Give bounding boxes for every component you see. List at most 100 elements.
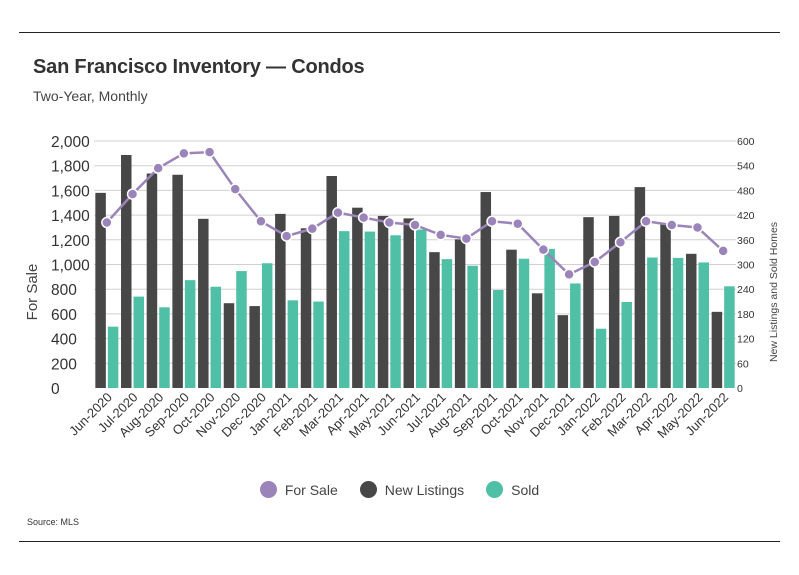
bar-new-listings <box>608 215 620 388</box>
for-sale-point <box>614 236 627 249</box>
right-tick-label: 480 <box>737 185 755 197</box>
for-sale-point <box>306 222 319 235</box>
bar-new-listings <box>480 192 492 388</box>
bar-sold <box>390 235 401 388</box>
bar-new-listings <box>121 154 132 388</box>
bar-new-listings <box>557 315 569 388</box>
left-tick-label: 1,600 <box>51 183 90 200</box>
for-sale-point <box>563 268 575 281</box>
bar-sold <box>493 290 504 388</box>
left-tick-label: 600 <box>51 307 77 324</box>
right-tick-label: 0 <box>737 383 743 395</box>
legend-label-sold: Sold <box>511 481 540 498</box>
left-tick-label: 200 <box>51 356 77 373</box>
bar-new-listings <box>583 217 594 388</box>
legend-swatch-for-sale <box>259 481 277 498</box>
for-sale-point <box>280 230 293 242</box>
bar-sold <box>544 248 555 388</box>
right-tick-label: 180 <box>737 309 755 321</box>
left-tick-label: 2,000 <box>51 134 90 151</box>
line-series <box>101 146 729 281</box>
for-sale-point <box>152 162 164 174</box>
bar-sold <box>261 263 273 388</box>
bar-new-listings <box>711 311 723 388</box>
bar-new-listings <box>403 218 414 388</box>
y-axis-label: For Sale <box>24 264 41 321</box>
legend-swatch-new-listings <box>359 481 377 498</box>
bar-sold <box>416 229 427 388</box>
bar-new-listings <box>531 293 543 388</box>
for-sale-point <box>178 147 190 160</box>
bar-new-listings <box>300 228 312 388</box>
top-rule <box>19 32 780 33</box>
bar-sold <box>441 259 453 388</box>
bar-sold <box>518 258 530 388</box>
right-tick-label: 60 <box>737 358 749 370</box>
bar-series <box>95 154 735 388</box>
bar-new-listings <box>95 192 106 388</box>
bar-sold <box>698 262 709 388</box>
right-tick-label: 300 <box>737 260 755 272</box>
bar-sold <box>236 271 247 388</box>
for-sale-point <box>409 219 421 231</box>
left-tick-label: 1,200 <box>51 233 90 250</box>
for-sale-point <box>101 216 113 229</box>
bar-sold <box>595 328 607 388</box>
for-sale-point <box>511 217 524 230</box>
for-sale-point <box>460 232 473 245</box>
chart-title: San Francisco Inventory — Condos <box>33 56 365 78</box>
legend-label-for-sale: For Sale <box>284 481 338 498</box>
for-sale-point <box>203 146 216 158</box>
bar-new-listings <box>275 213 286 388</box>
bar-sold <box>672 257 684 388</box>
bar-sold <box>467 265 478 388</box>
chart-subtitle: Two-Year, Monthly <box>33 88 148 104</box>
bar-sold <box>647 257 658 388</box>
bar-new-listings <box>249 306 260 388</box>
bar-sold <box>621 301 632 388</box>
bar-sold <box>159 307 170 388</box>
bar-new-listings <box>429 252 440 388</box>
combo-chart: 02004006008001,0001,2001,4001,6001,8002,… <box>24 134 780 441</box>
for-sale-point <box>434 229 447 241</box>
bar-sold <box>287 300 299 388</box>
for-sale-point <box>640 215 652 228</box>
bar-sold <box>107 326 119 388</box>
legend-item-sold: Sold <box>486 481 539 498</box>
right-tick-label: 420 <box>737 210 755 222</box>
left-axis-ticks: 0 200 400 600 800 1,000 1,200 1,400 1,600 1,800 2,… <box>51 134 90 398</box>
for-sale-point <box>666 219 678 231</box>
bar-new-listings <box>146 173 158 388</box>
right-axis-ticks: 0 60 120 180 240 300 360 420 480 540 600 <box>737 136 755 395</box>
bar-new-listings <box>198 218 209 388</box>
bar-new-listings <box>685 253 697 388</box>
bar-sold <box>570 283 581 388</box>
bar-sold <box>364 231 376 388</box>
legend-label-new-listings: New Listings <box>384 481 465 498</box>
left-tick-label: 1,800 <box>51 159 90 176</box>
right-tick-label: 240 <box>737 284 755 296</box>
for-sale-point <box>486 215 498 228</box>
left-tick-label: 0 <box>51 381 60 398</box>
right-tick-label: 120 <box>737 334 755 346</box>
legend-item-new-listings: New Listings <box>359 481 465 498</box>
for-sale-point <box>717 245 729 257</box>
bottom-rule <box>19 541 780 542</box>
bar-new-listings <box>172 174 183 388</box>
bar-new-listings <box>326 175 337 388</box>
right-tick-label: 540 <box>737 161 755 173</box>
left-tick-label: 1,400 <box>51 208 90 225</box>
bar-sold <box>724 286 735 388</box>
for-sale-point <box>332 206 344 219</box>
left-tick-label: 400 <box>51 332 77 349</box>
for-sale-point <box>126 188 139 200</box>
bar-sold <box>133 296 145 388</box>
for-sale-point <box>589 256 601 268</box>
y2-axis-label: New Listings and Sold Homes <box>768 222 780 362</box>
bar-sold <box>184 280 196 388</box>
legend: For Sale New Listings Sold <box>0 481 799 498</box>
bar-new-listings <box>352 207 363 388</box>
x-axis-labels: Jun-2020Jul-2020Aug-2020Sep-2020Oct-2020… <box>66 390 731 441</box>
for-sale-point <box>229 183 241 195</box>
legend-item-for-sale: For Sale <box>259 481 338 498</box>
